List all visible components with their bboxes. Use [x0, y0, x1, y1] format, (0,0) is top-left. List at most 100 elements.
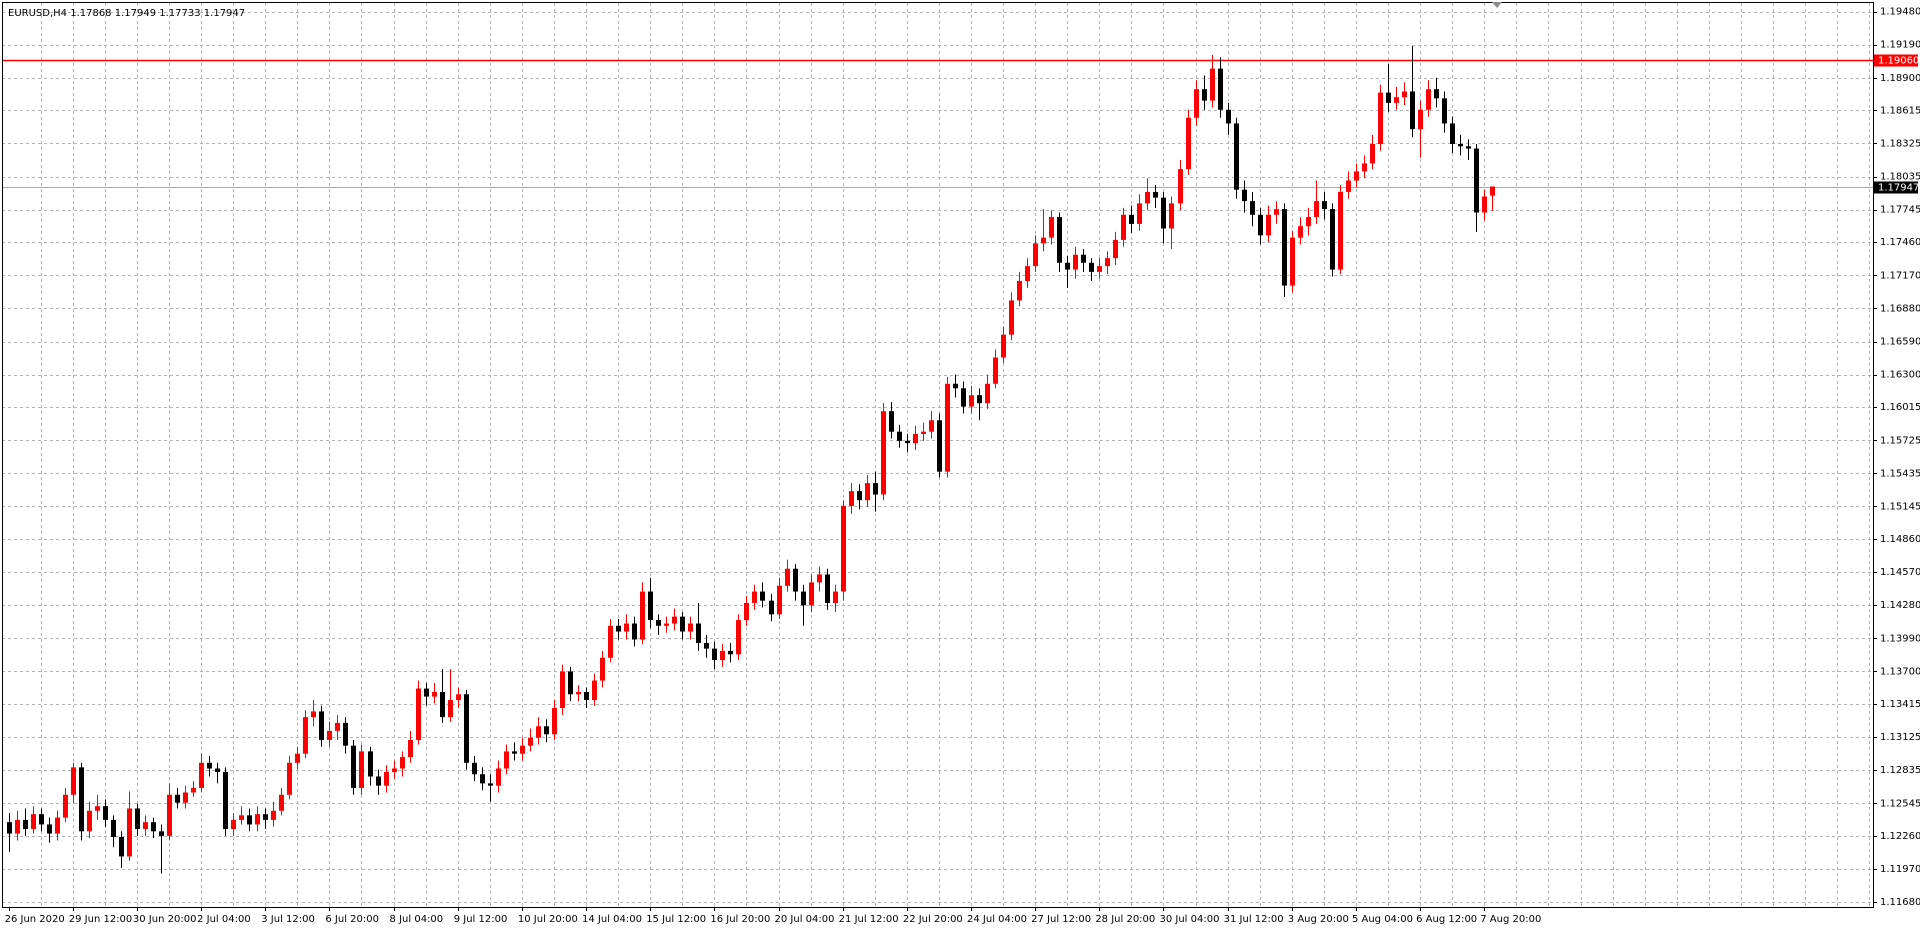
candle-body	[889, 411, 894, 432]
candle-body	[223, 771, 228, 830]
candle-body	[1450, 123, 1455, 145]
grid	[2, 3, 1873, 907]
candle-body	[143, 822, 148, 830]
candle-body	[712, 648, 717, 661]
y-tick-label: 1.19480	[1880, 7, 1920, 18]
chart-title: EURUSD,H4 1.17868 1.17949 1.17733 1.1794…	[8, 8, 245, 19]
candle-body	[544, 726, 549, 735]
x-tick-label: 3 Aug 20:00	[1288, 914, 1349, 925]
candle-body	[1009, 300, 1014, 335]
candle-body	[536, 726, 541, 738]
y-tick-label: 1.14280	[1880, 600, 1920, 611]
candle-body	[873, 483, 878, 495]
candle-body	[368, 751, 373, 777]
candle-body	[865, 483, 870, 501]
candle-body	[640, 591, 645, 640]
candle-body	[392, 768, 397, 772]
candle-body	[921, 431, 926, 434]
candle-body	[295, 753, 300, 763]
candle-body	[7, 822, 12, 834]
candle-body	[1338, 191, 1343, 270]
candle-body	[151, 822, 156, 832]
y-tick-label: 1.11970	[1880, 864, 1920, 875]
y-tick-label: 1.18615	[1880, 105, 1920, 116]
candle-body	[1274, 209, 1279, 215]
candle-body	[881, 411, 886, 495]
candle-body	[1065, 262, 1070, 270]
candle-body	[632, 623, 637, 640]
candle-body	[897, 431, 902, 441]
candle-body	[55, 817, 60, 834]
candle-body	[1145, 191, 1150, 204]
x-tick-label: 30 Jul 04:00	[1159, 914, 1219, 925]
candle-body	[376, 776, 381, 786]
candle-body	[1250, 201, 1255, 215]
candle-body	[785, 568, 790, 586]
candle-body	[416, 688, 421, 740]
level-label: 1.17947	[1878, 183, 1919, 194]
candle-body	[287, 762, 292, 795]
candle-body	[817, 574, 822, 583]
candle-body	[1402, 91, 1407, 98]
candle-body	[680, 616, 685, 632]
y-tick-label: 1.12835	[1880, 765, 1920, 776]
candle-body	[1234, 123, 1239, 190]
candle-body	[1322, 201, 1327, 210]
candle-body	[279, 794, 284, 811]
candle-body	[231, 819, 236, 830]
candle-body	[929, 420, 934, 432]
candle-body	[1089, 262, 1094, 272]
candle-body	[672, 616, 677, 624]
candle-body	[977, 395, 982, 404]
candle-body	[504, 751, 509, 769]
candle-body	[23, 819, 28, 830]
candle-body	[15, 819, 20, 834]
candle-body	[1121, 214, 1126, 240]
x-tick-label: 9 Jul 12:00	[454, 914, 508, 925]
candle-body	[472, 762, 477, 775]
y-tick-label: 1.17745	[1880, 205, 1920, 216]
candle-body	[1266, 214, 1271, 236]
candle-body	[1218, 68, 1223, 110]
candle-body	[432, 692, 437, 697]
candle-body	[913, 433, 918, 444]
candle-body	[239, 815, 244, 820]
candle-body	[520, 745, 525, 754]
x-tick-label: 21 Jul 12:00	[839, 914, 899, 925]
candle-body	[945, 383, 950, 472]
candle-body	[809, 582, 814, 606]
candle-body	[384, 771, 389, 786]
candle-body	[1434, 89, 1439, 99]
candle-body	[752, 591, 757, 603]
candle-body	[1242, 189, 1247, 202]
candle-body	[801, 591, 806, 606]
candle-body	[728, 650, 733, 655]
candle-body	[1418, 109, 1423, 130]
candle-body	[1458, 144, 1463, 147]
candle-body	[79, 767, 84, 832]
candle-body	[71, 767, 76, 795]
candle-body	[1081, 254, 1086, 263]
candles	[2, 45, 1873, 874]
candle-body	[303, 717, 308, 754]
candle-body	[744, 602, 749, 621]
y-tick-label: 1.16015	[1880, 402, 1920, 413]
candle-body	[263, 814, 268, 820]
candle-body	[1442, 98, 1447, 124]
candle-body	[849, 491, 854, 506]
candle-body	[1033, 243, 1038, 267]
y-tick-label: 1.15725	[1880, 435, 1920, 446]
candle-body	[1025, 266, 1030, 282]
y-tick-label: 1.14860	[1880, 534, 1920, 545]
candle-body	[1153, 191, 1158, 198]
candle-body	[408, 739, 413, 758]
candle-body	[1137, 203, 1142, 224]
candle-body	[937, 420, 942, 472]
candle-body	[1482, 196, 1487, 213]
y-tick-label: 1.18035	[1880, 172, 1920, 183]
candle-body	[1097, 266, 1102, 272]
candle-body	[95, 806, 100, 811]
candle-body	[777, 585, 782, 615]
candle-body	[1161, 197, 1166, 229]
candle-body	[1113, 239, 1118, 259]
